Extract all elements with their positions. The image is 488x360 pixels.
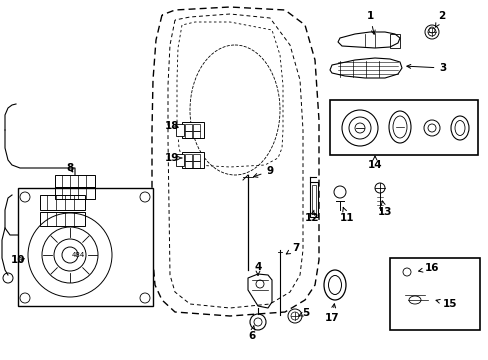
Text: 5: 5 (298, 308, 309, 318)
Bar (311, 185, 315, 214)
Bar (40, 195, 85, 210)
Bar (55, 187, 95, 199)
Ellipse shape (324, 270, 346, 300)
Bar (329, 100, 477, 155)
Bar (182, 122, 203, 138)
Text: 15: 15 (435, 299, 456, 309)
Ellipse shape (454, 121, 464, 135)
Text: 16: 16 (418, 263, 438, 273)
Circle shape (348, 117, 370, 139)
Text: 11: 11 (339, 207, 353, 223)
Text: 10: 10 (11, 255, 25, 265)
Bar (193, 124, 200, 131)
Circle shape (42, 227, 98, 283)
Bar (193, 131, 200, 138)
Bar (184, 124, 192, 131)
Bar (40, 212, 85, 226)
Circle shape (423, 120, 439, 136)
Ellipse shape (392, 116, 406, 138)
Bar (184, 154, 192, 161)
Bar (176, 124, 183, 136)
Circle shape (62, 247, 78, 263)
Bar (182, 152, 203, 168)
Bar (55, 175, 95, 187)
Bar (176, 154, 183, 166)
Text: 17: 17 (324, 304, 339, 323)
Text: 2: 2 (435, 11, 445, 27)
Bar (389, 258, 479, 330)
Text: 1: 1 (366, 11, 374, 34)
Text: 7: 7 (285, 243, 299, 254)
Circle shape (427, 124, 435, 132)
Bar (184, 161, 192, 168)
Text: 13: 13 (377, 201, 391, 217)
Text: 14: 14 (367, 156, 382, 170)
Text: 8: 8 (66, 163, 74, 173)
Bar (193, 154, 200, 161)
Text: 4: 4 (254, 262, 261, 275)
Ellipse shape (388, 111, 410, 143)
Text: 484: 484 (71, 252, 84, 258)
Text: 3: 3 (406, 63, 446, 73)
Text: 18: 18 (164, 121, 179, 131)
Ellipse shape (328, 275, 341, 294)
Ellipse shape (450, 116, 468, 140)
Circle shape (341, 110, 377, 146)
Text: 19: 19 (164, 153, 182, 163)
Circle shape (28, 213, 112, 297)
Text: 12: 12 (304, 210, 319, 223)
Text: 9: 9 (253, 166, 273, 177)
Circle shape (354, 123, 364, 133)
Bar (18, 188, 153, 306)
Circle shape (54, 239, 86, 271)
Bar (193, 161, 200, 168)
Bar (309, 182, 317, 217)
Text: 6: 6 (248, 325, 255, 341)
Bar (184, 131, 192, 138)
Bar (389, 34, 399, 48)
